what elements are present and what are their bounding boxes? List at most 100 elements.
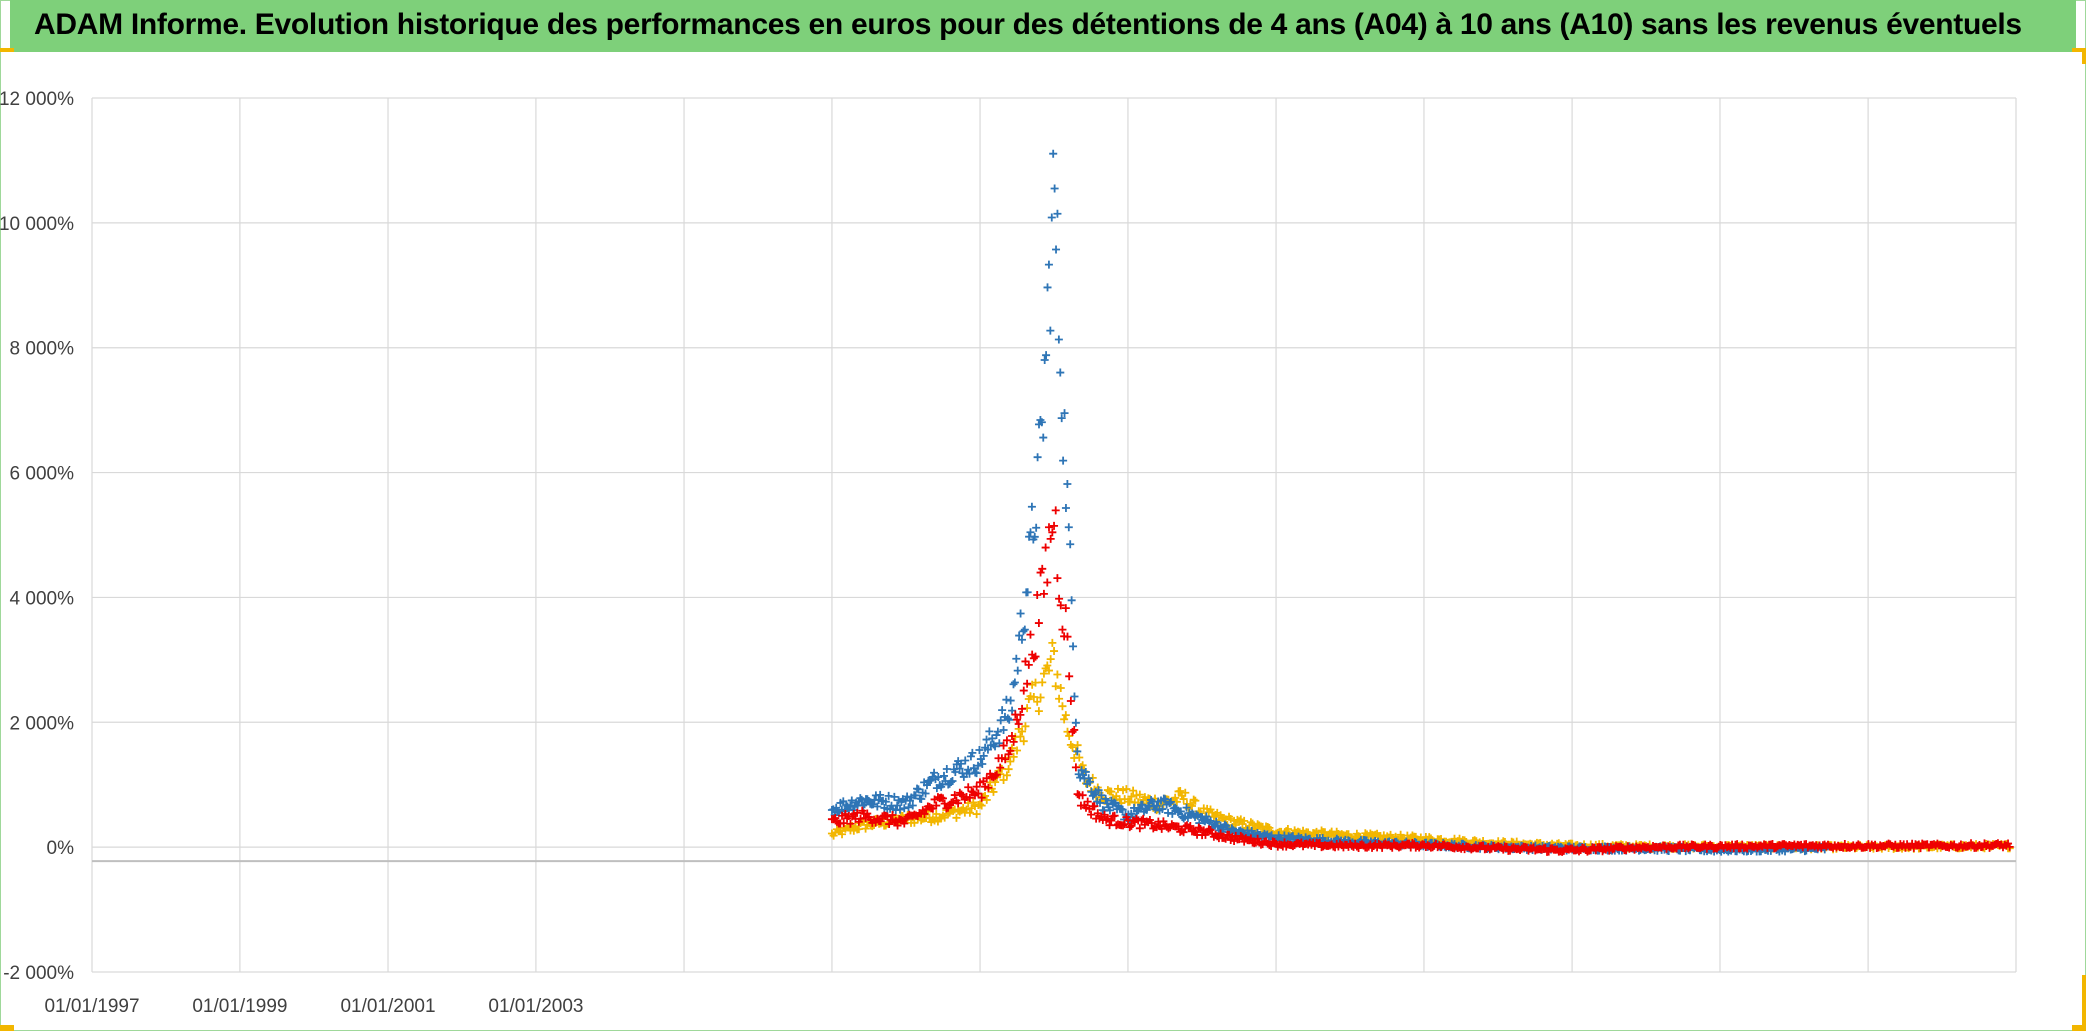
data-point bbox=[1216, 829, 1225, 838]
data-point bbox=[991, 771, 1000, 780]
data-point bbox=[1053, 209, 1062, 218]
data-point bbox=[1002, 736, 1011, 745]
data-point bbox=[1182, 803, 1191, 812]
data-point bbox=[988, 734, 997, 743]
data-point bbox=[1110, 811, 1119, 820]
data-point bbox=[1029, 654, 1038, 663]
data-point bbox=[1019, 627, 1028, 636]
data-point bbox=[1015, 631, 1024, 640]
y-tick-label: 6 000% bbox=[10, 464, 75, 485]
data-point bbox=[1073, 790, 1082, 799]
data-point bbox=[1001, 755, 1010, 764]
data-point bbox=[908, 801, 917, 810]
y-tick-label: 12 000% bbox=[0, 89, 74, 110]
data-point bbox=[984, 783, 993, 792]
data-point bbox=[893, 801, 902, 810]
data-point bbox=[978, 759, 987, 768]
data-point bbox=[939, 771, 948, 780]
data-point bbox=[1026, 630, 1035, 639]
data-point bbox=[1142, 805, 1151, 814]
data-point bbox=[950, 791, 959, 800]
data-point bbox=[982, 735, 991, 744]
data-point bbox=[893, 821, 902, 830]
data-point bbox=[1246, 818, 1255, 827]
y-tick-label: -2 000% bbox=[3, 963, 74, 984]
data-point bbox=[1065, 731, 1074, 740]
corner-accent-right-edge-bottom bbox=[2082, 975, 2086, 1031]
data-point bbox=[965, 769, 974, 778]
chart-title: ADAM Informe. Evolution historique des p… bbox=[34, 8, 2022, 41]
y-tick-label: 8 000% bbox=[10, 339, 75, 360]
data-point bbox=[1003, 714, 1012, 723]
y-tick-label: 10 000% bbox=[0, 214, 74, 235]
data-point bbox=[1036, 693, 1045, 702]
data-point bbox=[1031, 678, 1040, 687]
x-tick-label: 01/01/2001 bbox=[340, 996, 435, 1017]
data-point bbox=[1094, 786, 1103, 795]
data-point bbox=[1161, 795, 1170, 804]
data-point bbox=[888, 810, 897, 819]
data-point bbox=[1087, 810, 1096, 819]
data-point bbox=[1018, 727, 1027, 736]
data-point bbox=[1188, 801, 1196, 810]
data-point bbox=[1040, 356, 1049, 365]
data-point bbox=[839, 819, 848, 828]
data-point bbox=[942, 765, 951, 774]
data-point bbox=[1186, 822, 1195, 831]
data-point bbox=[964, 783, 973, 792]
data-point bbox=[1052, 245, 1061, 254]
data-point bbox=[1016, 609, 1025, 618]
data-point bbox=[1078, 791, 1087, 800]
data-point bbox=[1176, 807, 1185, 816]
data-point bbox=[1005, 715, 1014, 724]
data-point bbox=[1048, 528, 1057, 537]
data-point bbox=[1174, 822, 1183, 831]
data-point bbox=[1077, 766, 1086, 775]
series-1 bbox=[827, 149, 1829, 856]
data-point bbox=[1095, 798, 1104, 807]
data-point bbox=[1037, 418, 1046, 427]
data-point bbox=[957, 759, 966, 768]
data-point bbox=[1212, 817, 1221, 826]
data-point bbox=[1048, 638, 1057, 647]
data-point bbox=[1009, 752, 1018, 761]
data-point bbox=[1044, 523, 1053, 532]
data-point bbox=[1159, 817, 1168, 826]
data-point bbox=[1049, 149, 1058, 158]
data-point bbox=[859, 801, 868, 810]
data-point bbox=[1179, 828, 1188, 837]
data-point bbox=[972, 782, 981, 791]
data-point bbox=[965, 793, 974, 802]
data-point bbox=[1033, 697, 1042, 706]
y-tick-label: 2 000% bbox=[10, 713, 75, 734]
data-point bbox=[1044, 260, 1053, 269]
data-point bbox=[1016, 732, 1025, 741]
data-point bbox=[1122, 785, 1131, 794]
data-point bbox=[1057, 414, 1066, 423]
series-2 bbox=[827, 506, 2014, 856]
data-point bbox=[1061, 504, 1070, 513]
data-point bbox=[996, 716, 1005, 725]
data-point bbox=[1283, 825, 1292, 834]
data-point bbox=[1071, 718, 1080, 727]
data-point bbox=[881, 797, 890, 806]
data-point bbox=[999, 741, 1008, 750]
title-bar: ADAM Informe. Evolution historique des p… bbox=[10, 0, 2076, 52]
data-point bbox=[1202, 812, 1211, 821]
corner-accent-bottom-right bbox=[2072, 1025, 2086, 1031]
data-point bbox=[1061, 711, 1070, 720]
data-point bbox=[1075, 753, 1084, 762]
data-point bbox=[1107, 816, 1116, 825]
data-point bbox=[969, 798, 978, 807]
data-point bbox=[1138, 800, 1147, 809]
data-point bbox=[1055, 694, 1064, 703]
data-point bbox=[993, 727, 1002, 736]
data-point bbox=[838, 830, 847, 839]
data-point bbox=[861, 824, 870, 833]
data-point bbox=[1119, 821, 1128, 830]
data-point bbox=[900, 819, 909, 828]
data-point bbox=[1013, 666, 1022, 675]
data-point bbox=[1107, 787, 1116, 796]
data-point bbox=[1007, 732, 1016, 741]
data-point bbox=[1047, 213, 1056, 222]
